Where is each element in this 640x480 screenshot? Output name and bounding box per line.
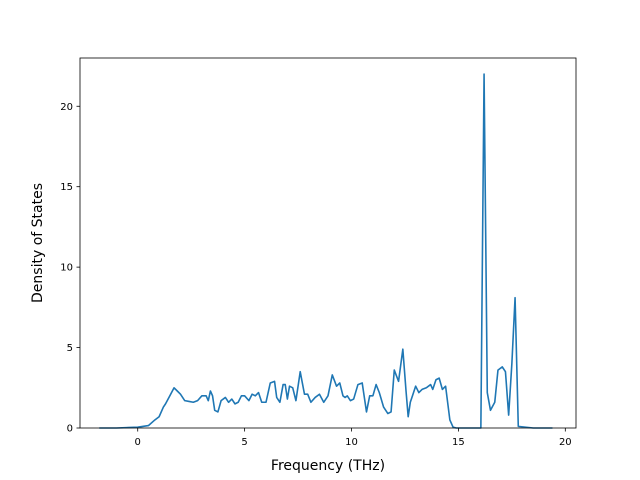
y-tick-label: 20 — [60, 102, 73, 113]
dos-series-line-0 — [99, 73, 553, 429]
x-tick-label: 0 — [135, 437, 141, 448]
x-tick-label: 15 — [452, 437, 465, 448]
x-tick-label: 10 — [345, 437, 358, 448]
axes-frame — [79, 57, 577, 429]
y-tick-label: 10 — [60, 263, 73, 274]
x-axis-label: Frequency (THz) — [271, 458, 385, 474]
y-tick-label: 0 — [67, 424, 73, 435]
y-axis-ticks: 0 5 10 15 20 — [60, 102, 80, 435]
y-axis-label: Density of States — [30, 183, 46, 303]
x-axis-ticks: 0 5 10 15 20 — [135, 428, 572, 448]
plot-area — [80, 58, 576, 428]
y-tick-label: 15 — [60, 182, 73, 193]
x-tick-label: 20 — [559, 437, 572, 448]
x-tick-label: 5 — [241, 437, 247, 448]
series-layer — [99, 73, 553, 429]
y-tick-label: 5 — [67, 343, 73, 354]
